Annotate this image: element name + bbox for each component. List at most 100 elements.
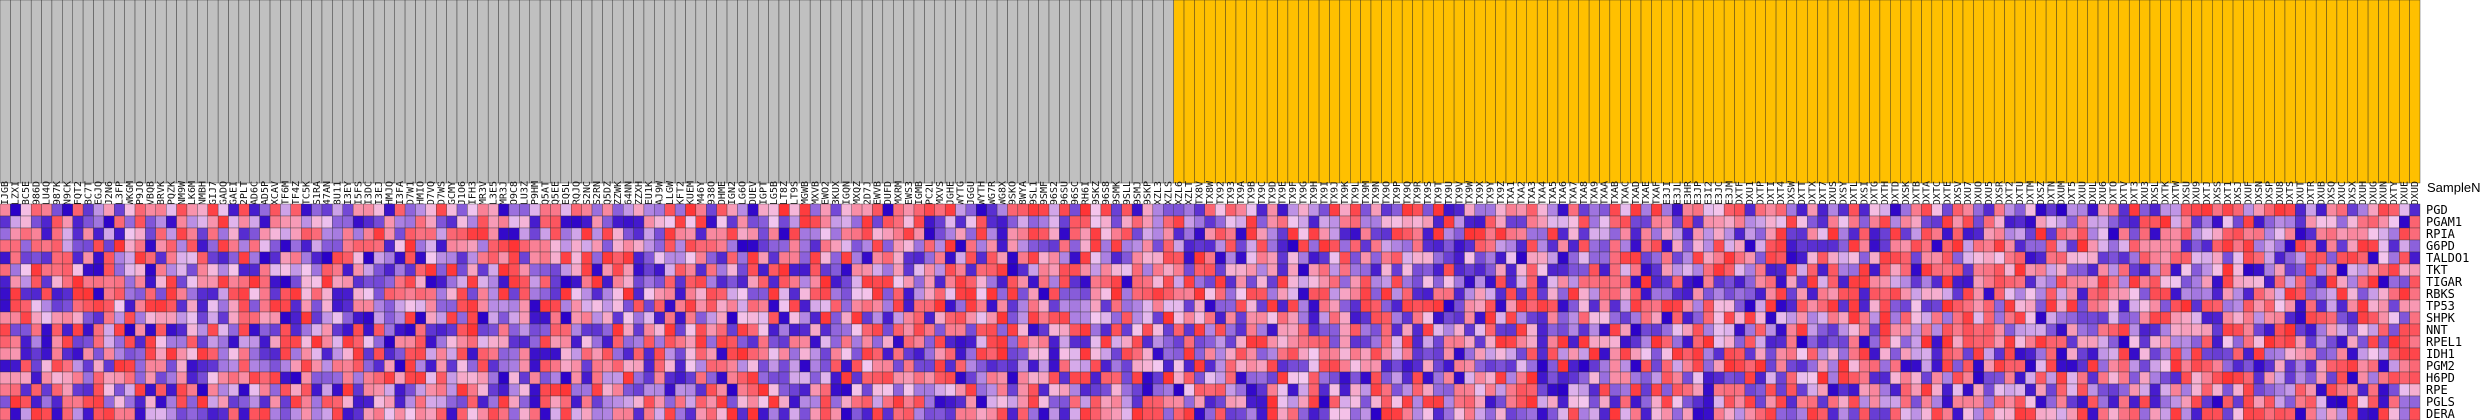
heatmap-cell xyxy=(1474,287,1486,301)
heatmap-cell xyxy=(249,395,260,409)
heatmap-cell xyxy=(1090,287,1102,301)
heatmap-cell xyxy=(1007,407,1019,420)
heatmap-cell xyxy=(321,239,333,253)
heatmap-cell xyxy=(2232,287,2244,301)
heatmap-cell xyxy=(778,275,790,289)
heatmap-cell xyxy=(1495,347,1507,361)
heatmap-cell xyxy=(1079,407,1091,420)
heatmap-cell xyxy=(2056,287,2068,301)
heatmap-cell xyxy=(1796,323,1808,337)
heatmap-cell xyxy=(2066,215,2078,229)
heatmap-cell xyxy=(301,335,312,349)
heatmap-cell xyxy=(290,275,302,289)
heatmap-cell xyxy=(1152,287,1164,301)
heatmap-cell xyxy=(726,383,738,397)
heatmap-cell xyxy=(2170,359,2182,373)
heatmap-cell xyxy=(654,239,665,253)
sample-header-cell xyxy=(1671,0,1683,184)
heatmap-cell xyxy=(1983,287,1995,301)
heatmap-cell xyxy=(2295,215,2306,229)
heatmap-cell xyxy=(2014,323,2026,337)
sample-header-cell xyxy=(155,0,167,184)
heatmap-cell xyxy=(778,251,790,265)
heatmap-cell xyxy=(550,323,562,337)
heatmap-cell xyxy=(1152,299,1164,313)
heatmap-cell xyxy=(280,371,291,385)
heatmap-cell xyxy=(851,347,863,361)
heatmap-cell xyxy=(217,203,229,217)
heatmap-cell xyxy=(1100,299,1112,313)
heatmap-cell xyxy=(882,299,894,313)
heatmap-cell xyxy=(404,383,416,397)
heatmap-cell xyxy=(1308,371,1320,385)
heatmap-cell xyxy=(1007,263,1019,277)
heatmap-cell xyxy=(882,383,894,397)
heatmap-cell xyxy=(1090,311,1102,325)
heatmap-cell xyxy=(2170,335,2182,349)
heatmap-cell xyxy=(1682,395,1694,409)
heatmap-cell xyxy=(384,335,395,349)
heatmap-cell xyxy=(706,371,717,385)
heatmap-cell xyxy=(913,371,925,385)
heatmap-cell xyxy=(2243,263,2254,277)
heatmap-cell xyxy=(674,347,686,361)
heatmap-cell xyxy=(560,263,572,277)
heatmap-cell xyxy=(1557,347,1569,361)
heatmap-cell xyxy=(1983,335,1995,349)
heatmap-cell xyxy=(976,227,987,241)
heatmap-cell xyxy=(373,215,385,229)
heatmap-cell xyxy=(2004,335,2016,349)
heatmap-cell xyxy=(789,287,800,301)
heatmap-cell xyxy=(228,215,240,229)
heatmap-cell xyxy=(633,239,645,253)
heatmap-cell xyxy=(124,395,136,409)
heatmap-cell xyxy=(1879,227,1891,241)
heatmap-cell xyxy=(893,287,904,301)
heatmap-cell xyxy=(841,359,852,373)
heatmap-cell xyxy=(1038,239,1050,253)
heatmap-cell xyxy=(1100,215,1112,229)
gene-label: TP53 xyxy=(2426,299,2455,313)
heatmap-cell xyxy=(1557,299,1569,313)
heatmap-cell xyxy=(477,251,489,265)
heatmap-cell xyxy=(1900,323,1912,337)
heatmap-cell xyxy=(51,347,63,361)
sample-header-cell xyxy=(1692,0,1704,184)
heatmap-cell xyxy=(2315,383,2327,397)
heatmap-cell xyxy=(1079,347,1091,361)
heatmap-cell xyxy=(217,299,229,313)
heatmap-cell xyxy=(2367,299,2379,313)
sample-header-cell xyxy=(1059,0,1070,184)
heatmap-cell xyxy=(1734,263,1746,277)
heatmap-cell xyxy=(1225,311,1237,325)
heatmap-cell xyxy=(1983,263,1995,277)
heatmap-cell xyxy=(2097,203,2109,217)
heatmap-cell xyxy=(955,395,967,409)
heatmap-cell xyxy=(1183,395,1195,409)
sample-header-cell xyxy=(529,0,541,184)
heatmap-cell xyxy=(1744,371,1756,385)
heatmap-cell xyxy=(1464,359,1476,373)
heatmap-cell xyxy=(1640,359,1652,373)
heatmap-cell xyxy=(2066,323,2078,337)
heatmap-cell xyxy=(1536,275,1548,289)
heatmap-cell xyxy=(332,323,343,337)
heatmap-cell xyxy=(166,239,177,253)
heatmap-cell xyxy=(1453,371,1465,385)
heatmap-cell xyxy=(1422,347,1434,361)
heatmap-cell xyxy=(1298,395,1309,409)
heatmap-cell xyxy=(2347,335,2358,349)
heatmap-cell xyxy=(2129,323,2140,337)
heatmap-cell xyxy=(1453,215,1465,229)
heatmap-cell xyxy=(259,299,271,313)
heatmap-cell xyxy=(114,407,125,420)
heatmap-cell xyxy=(2336,311,2348,325)
heatmap-cell xyxy=(1962,251,1974,265)
heatmap-cell xyxy=(1682,275,1694,289)
heatmap-cell xyxy=(1381,335,1392,349)
heatmap-cell xyxy=(1495,371,1507,385)
heatmap-cell xyxy=(425,311,437,325)
sample-header-cell xyxy=(789,0,800,184)
sample-header-cell xyxy=(1775,0,1787,184)
heatmap-cell xyxy=(373,395,385,409)
